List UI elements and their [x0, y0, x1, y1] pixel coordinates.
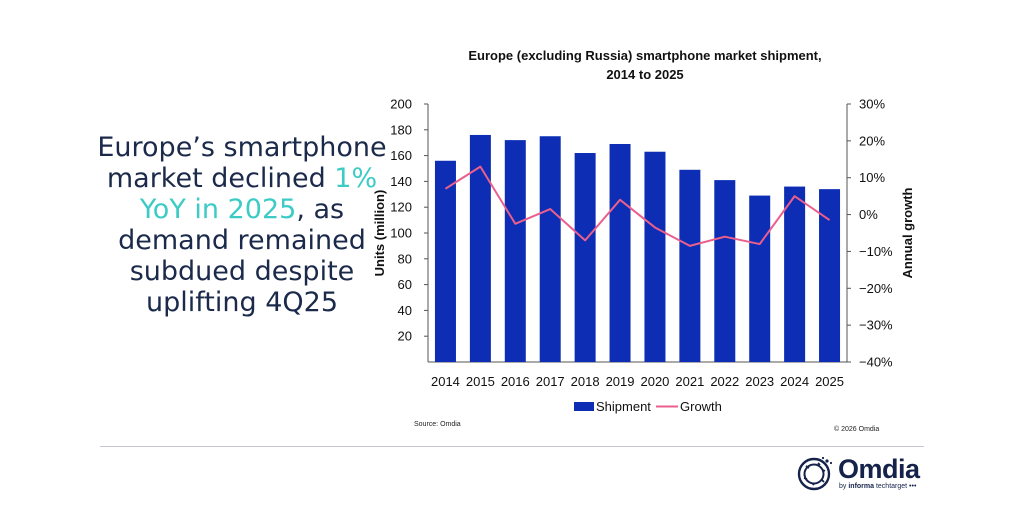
- shipment-bar: [784, 186, 806, 362]
- left-tick-label: 200: [390, 97, 412, 112]
- omdia-byline: by informa techtarget •••: [839, 483, 917, 490]
- y-axis-right-title: Annual growth: [900, 187, 915, 278]
- shipment-bar: [679, 169, 701, 362]
- shipment-bar: [574, 153, 596, 362]
- left-tick-label: 140: [390, 174, 412, 189]
- headline-highlight: 1% YoY in 2025: [139, 163, 378, 225]
- footer-divider: [100, 446, 924, 447]
- right-tick-label: −10%: [859, 244, 893, 259]
- left-tick-label: 80: [398, 251, 412, 266]
- growth-line: [444, 165, 831, 247]
- copyright-note: © 2026 Omdia: [834, 426, 880, 433]
- left-tick-label: 160: [390, 148, 412, 163]
- left-tick-label: 40: [398, 303, 412, 318]
- chart-title-line1: Europe (excluding Russia) smartphone mar…: [468, 48, 822, 63]
- x-tick-label: 2020: [640, 374, 669, 389]
- left-tick-label: 60: [398, 277, 412, 292]
- shipment-bar: [644, 151, 666, 362]
- left-tick-label: 120: [390, 200, 412, 215]
- shipment-bar: [434, 160, 456, 362]
- shipment-bar: [504, 140, 526, 362]
- x-tick-label: 2025: [815, 374, 844, 389]
- headline-text-start: Europe’s smartphone market declined: [97, 132, 387, 194]
- x-tick-label: 2018: [571, 374, 600, 389]
- headline-text-end: , as demand remained subdued despite upl…: [118, 194, 366, 318]
- omdia-globe-icon: [797, 456, 833, 491]
- x-tick-label: 2022: [710, 374, 739, 389]
- right-tick-label: −20%: [859, 281, 893, 296]
- x-tick-label: 2014: [431, 374, 460, 389]
- shipment-bar: [749, 195, 771, 362]
- shipment-bar: [819, 189, 841, 362]
- legend-shipment-swatch: [574, 402, 594, 411]
- right-tick-label: −30%: [859, 318, 893, 333]
- legend-growth-label: Growth: [680, 399, 722, 414]
- x-tick-label: 2023: [745, 374, 774, 389]
- left-tick-label: 100: [390, 226, 412, 241]
- shipment-bar: [469, 134, 491, 362]
- legend-shipment-label: Shipment: [596, 399, 651, 414]
- x-tick-label: 2024: [780, 374, 809, 389]
- shipment-bar: [539, 136, 561, 362]
- x-tick-label: 2017: [536, 374, 565, 389]
- omdia-wordmark: Omdia: [838, 454, 920, 484]
- right-tick-label: 10%: [859, 170, 885, 185]
- omdia-logo: Omdia by informa techtarget •••: [796, 452, 926, 496]
- y-axis-title: Units (million): [372, 190, 387, 277]
- left-tick-label: 180: [390, 122, 412, 137]
- right-tick-label: 20%: [859, 133, 885, 148]
- x-tick-label: 2021: [675, 374, 704, 389]
- right-tick-label: 30%: [859, 97, 885, 112]
- x-tick-label: 2015: [466, 374, 495, 389]
- chart-title-line2: 2014 to 2025: [606, 67, 684, 82]
- chart-title: Europe (excluding Russia) smartphone mar…: [420, 46, 870, 84]
- shipment-chart: 20 40 60 80 100 120 140 160 180 200 30% 20% 10% 0% −10…: [372, 97, 915, 415]
- left-tick-label: 20: [398, 329, 412, 344]
- x-tick-label: 2019: [606, 374, 635, 389]
- shipment-bar: [609, 143, 631, 362]
- source-note: Source: Omdia: [414, 421, 461, 428]
- x-tick-label: 2016: [501, 374, 530, 389]
- right-tick-label: −40%: [859, 355, 893, 370]
- headline: Europe’s smartphone market declined 1% Y…: [92, 132, 392, 318]
- shipment-bar: [714, 180, 736, 362]
- right-tick-label: 0%: [859, 207, 878, 222]
